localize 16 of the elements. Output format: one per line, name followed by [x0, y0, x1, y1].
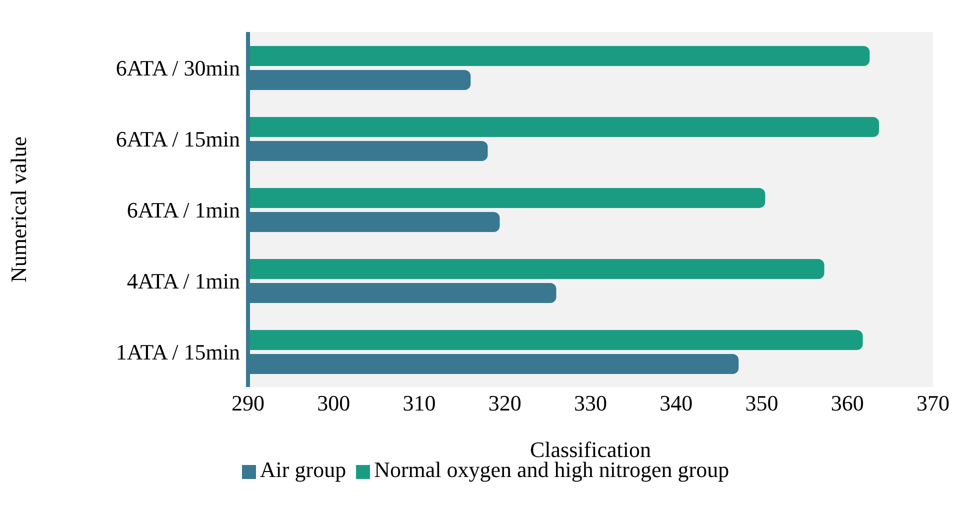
y-axis-title: Numerical value [6, 136, 31, 282]
y-tick-label: 1ATA / 15min [116, 339, 240, 364]
y-tick-label: 6ATA / 30min [116, 55, 240, 80]
x-tick-label: 350 [745, 390, 778, 416]
y-tick-label: 4ATA / 1min [126, 268, 240, 294]
x-tick-label: 340 [660, 390, 693, 416]
x-tick-label: 360 [830, 390, 864, 416]
x-tick-label: 330 [574, 390, 607, 416]
y-tick-label: 6ATA / 15min [116, 126, 240, 152]
x-tick-label: 310 [402, 390, 436, 416]
x-tick-label: 320 [488, 390, 522, 416]
x-tick-label: 370 [916, 390, 950, 416]
x-tick-label: 290 [232, 390, 264, 416]
x-tick-label: 300 [317, 390, 350, 416]
legend-label: Air group [260, 457, 346, 482]
y-tick-label: 6ATA / 1min [126, 197, 240, 222]
